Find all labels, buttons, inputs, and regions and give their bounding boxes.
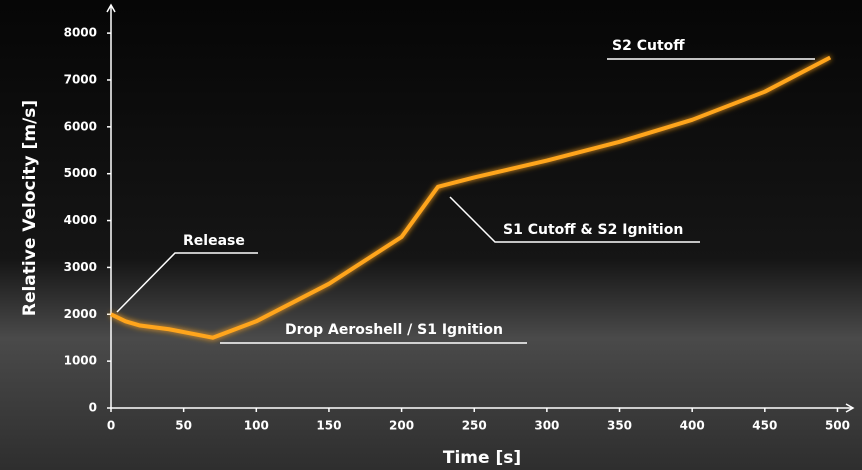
x-tick-label: 200 [389,419,414,433]
annotation: Release [183,233,245,249]
annotation: S2 Cutoff [612,38,685,54]
x-tick-label: 500 [825,419,850,433]
y-tick-label: 5000 [64,166,97,180]
x-tick-label: 150 [316,419,341,433]
chart: Time [s] Relative Velocity [m/s] 0100020… [0,0,862,470]
y-tick-label: 7000 [64,72,97,86]
y-tick-label: 1000 [64,354,97,368]
x-tick-label: 400 [680,419,705,433]
y-axis-label: Relative Velocity [m/s] [20,100,40,316]
background [0,0,862,470]
annotation: S1 Cutoff & S2 Ignition [503,222,683,238]
y-tick-label: 0 [89,401,97,415]
x-tick-label: 350 [607,419,632,433]
y-tick-label: 8000 [64,26,97,40]
y-tick-label: 2000 [64,307,97,321]
x-tick-label: 50 [175,419,192,433]
x-tick-label: 100 [244,419,269,433]
x-tick-label: 250 [462,419,487,433]
y-tick-label: 6000 [64,119,97,133]
x-axis-label: Time [s] [443,448,521,468]
y-tick-label: 3000 [64,260,97,274]
y-tick-label: 4000 [64,213,97,227]
x-tick-label: 0 [107,419,115,433]
x-tick-label: 300 [534,419,559,433]
annotation: Drop Aeroshell / S1 Ignition [285,322,503,338]
x-tick-label: 450 [752,419,777,433]
